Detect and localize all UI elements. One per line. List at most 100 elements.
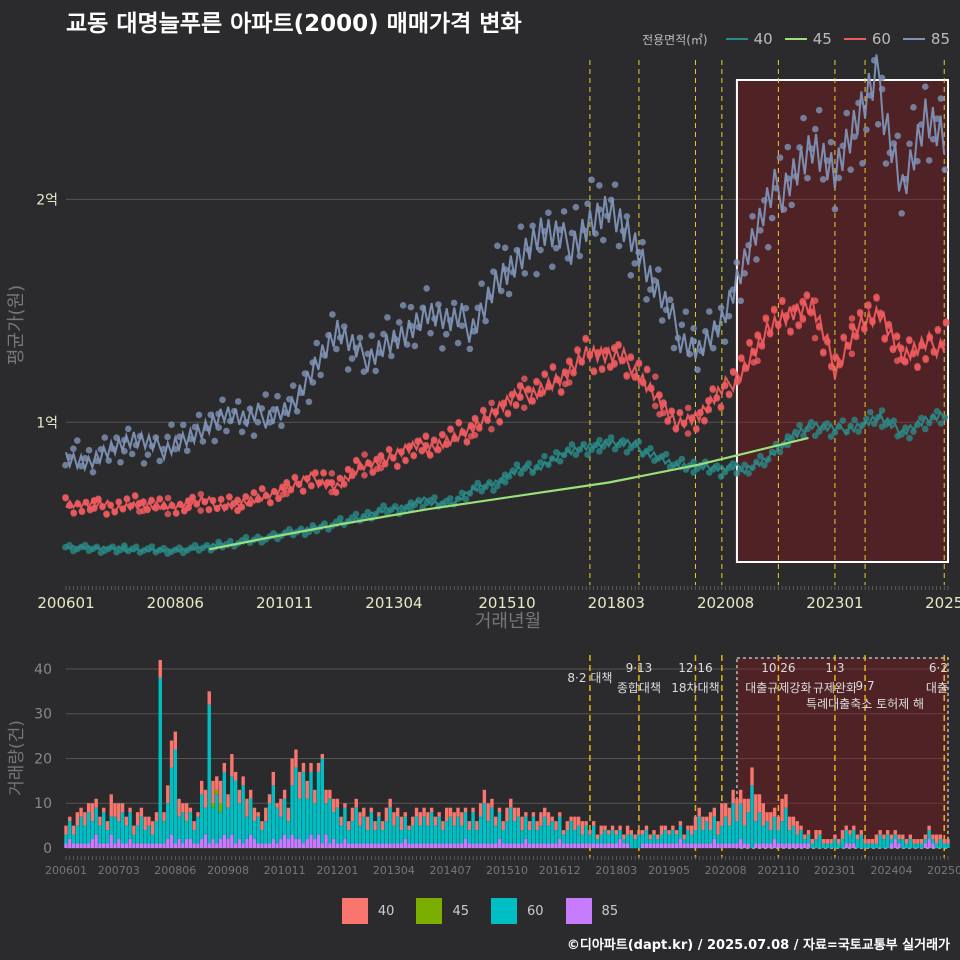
volume-bar-40 [395,807,400,817]
volume-bar-60 [380,830,385,844]
price-point-85 [156,457,164,465]
price-y-tick-label: 2억 [36,192,58,208]
volume-bar-60 [539,825,543,844]
price-point-60 [799,316,807,323]
volume-bar-60 [124,825,129,844]
volume-bar-60 [305,798,309,840]
volume-bar-60 [889,839,894,844]
volume-bar-40 [162,812,166,822]
volume-bar-85 [482,843,487,848]
price-point-40 [933,407,941,415]
volume-bar-40 [821,839,826,844]
volume-bar-60 [169,767,174,835]
volume-bar-40 [885,830,890,835]
volume-bar-40 [848,830,852,835]
volume-bar-60 [787,830,792,844]
price-point-60 [402,457,409,465]
volume-bar-85 [595,843,600,848]
price-point-60 [463,439,471,446]
price-point-60 [344,466,352,474]
volume-bar-85 [101,843,106,848]
volume-bar-60 [527,830,532,844]
volume-bar-60 [859,834,864,848]
price-point-60 [693,426,700,433]
price-point-40 [937,420,945,427]
volume-bar-85 [188,839,193,848]
volume-legend-swatch-85 [565,898,592,924]
volume-bar-85 [380,843,385,848]
volume-bar-60 [573,830,577,844]
volume-bar-60 [693,830,698,844]
volume-bar-60 [422,816,426,844]
price-point-60 [439,431,446,439]
volume-bar-85 [659,843,664,848]
volume-bar-40 [177,798,181,817]
volume-bar-60 [414,816,419,844]
price-point-60 [520,404,528,411]
volume-bar-40 [727,807,732,826]
volume-bar-40 [486,803,490,822]
volume-bar-60 [942,843,946,848]
volume-bar-40 [414,807,419,817]
volume-bar-60 [821,843,826,848]
volume-bar-85 [535,843,539,848]
legend-line-40 [725,38,748,40]
volume-bar-85 [889,843,894,848]
volume-bar-60 [343,807,347,840]
volume-bar-60 [697,816,701,844]
price-point-60 [684,430,692,437]
volume-bar-40 [512,807,517,822]
volume-bar-60 [580,834,585,844]
volume-bar-40 [806,830,811,835]
price-point-60 [205,506,213,514]
volume-bar-85 [448,843,453,848]
volume-bar-40 [539,812,543,826]
volume-bar-40 [135,812,140,826]
volume-bar-45 [211,803,215,808]
volume-bar-85 [354,843,358,848]
volume-bar-40 [882,834,886,840]
price-point-60 [549,364,557,372]
volume-bar-60 [369,812,374,844]
legend-line-60 [843,38,866,40]
volume-x-tick-label: 202404 [870,864,912,877]
volume-plot: 거래량(건) 0 10 20 30 40 8·2 대책 9·13 종합대책 12·16 18차대책… [7,655,960,877]
volume-bar-40 [712,807,717,817]
price-point-60 [770,307,778,314]
price-point-85 [234,398,242,405]
volume-bar-60 [252,821,257,840]
price-point-60 [504,410,512,418]
volume-bar-60 [320,758,325,844]
price-point-85 [73,437,81,444]
volume-bar-60 [656,839,660,844]
price-point-85 [690,325,697,332]
volume-bar-40 [686,825,690,831]
volume-bar-85 [610,843,615,848]
legend-label-60: 60 [871,30,891,48]
volume-bar-85 [558,839,562,848]
volume-bar-40 [573,816,577,831]
price-point-85 [293,407,301,415]
volume-bar-60 [931,839,935,844]
volume-bar-85 [335,843,340,848]
volume-legend-swatch-40 [341,898,368,924]
price-point-85 [537,246,544,254]
volume-bar-85 [731,843,735,848]
volume-bar-60 [388,807,392,844]
volume-y-tick-label: 30 [34,707,52,723]
price-point-85 [501,244,509,252]
price-point-85 [278,422,285,430]
volume-bar-40 [245,798,249,817]
volume-bar-40 [169,740,174,768]
price-point-60 [701,418,708,425]
price-point-60 [447,426,454,434]
price-point-85 [753,256,760,263]
price-point-40 [918,414,925,422]
price-point-60 [512,402,520,410]
volume-bar-85 [689,843,694,848]
price-point-40 [501,478,509,486]
volume-bar-85 [603,843,607,848]
volume-bar-85 [411,843,415,848]
volume-bar-85 [113,843,117,848]
price-point-60 [684,404,692,412]
